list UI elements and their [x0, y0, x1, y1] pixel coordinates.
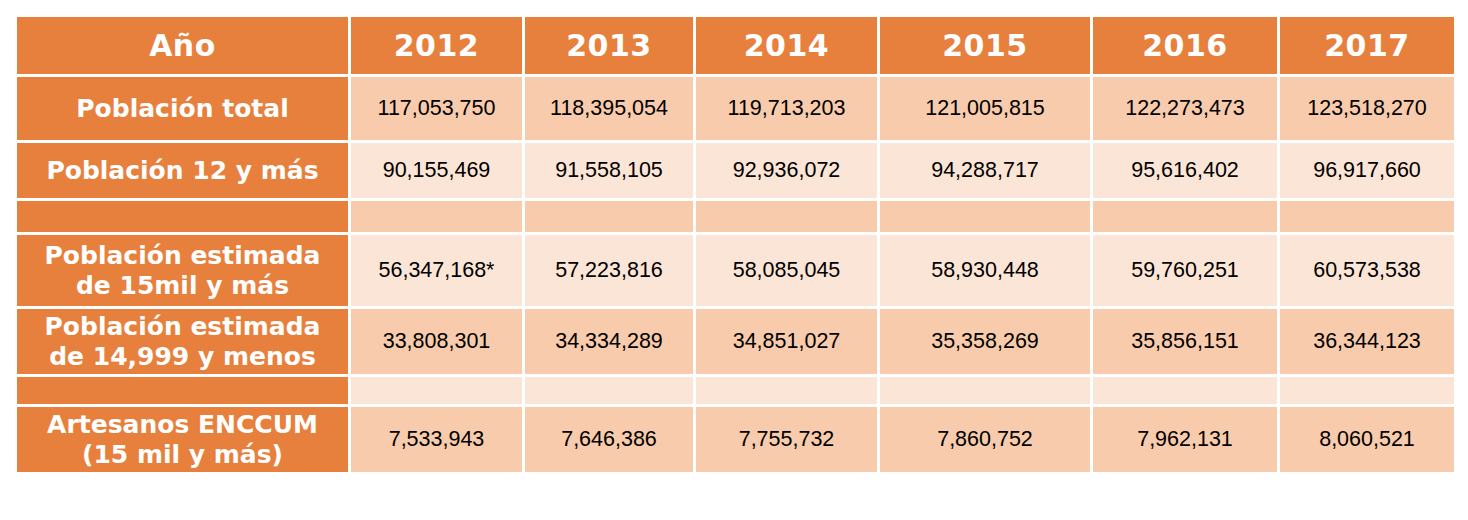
- cell-artesanos-2013: 7,646,386: [524, 406, 695, 474]
- cell-estimada-14999-2016: 35,856,151: [1092, 308, 1279, 376]
- cell-estimada-14999-2012: 33,808,301: [350, 308, 524, 376]
- spacer-cell: [350, 376, 524, 406]
- cell-estimada-15mil-2017: 60,573,538: [1279, 234, 1456, 308]
- cell-poblacion-12-2013: 91,558,105: [524, 142, 695, 200]
- column-header-2017: 2017: [1279, 16, 1456, 76]
- column-header-2015: 2015: [879, 16, 1092, 76]
- cell-artesanos-2015: 7,860,752: [879, 406, 1092, 474]
- row-label-estimada-14999: Población estimada de 14,999 y menos: [16, 308, 350, 376]
- table-row-artesanos-enccum: Artesanos ENCCUM (15 mil y más) 7,533,94…: [16, 406, 1456, 474]
- table-row-estimada-15mil-y-mas: Población estimada de 15mil y más 56,347…: [16, 234, 1456, 308]
- row-label-estimada-15mil: Población estimada de 15mil y más: [16, 234, 350, 308]
- row-label-poblacion-12-y-mas: Población 12 y más: [16, 142, 350, 200]
- spacer-label-cell: [16, 200, 350, 234]
- cell-artesanos-2017: 8,060,521: [1279, 406, 1456, 474]
- cell-poblacion-total-2014: 119,713,203: [695, 76, 879, 142]
- table-row-estimada-14999-y-menos: Población estimada de 14,999 y menos 33,…: [16, 308, 1456, 376]
- cell-artesanos-2014: 7,755,732: [695, 406, 879, 474]
- spacer-cell: [524, 200, 695, 234]
- spacer-cell: [879, 376, 1092, 406]
- cell-poblacion-total-2012: 117,053,750: [350, 76, 524, 142]
- column-header-2014: 2014: [695, 16, 879, 76]
- spacer-row-2: [16, 376, 1456, 406]
- cell-poblacion-total-2015: 121,005,815: [879, 76, 1092, 142]
- header-row: Año 2012 2013 2014 2015 2016 2017: [16, 16, 1456, 76]
- slide-canvas: Año 2012 2013 2014 2015 2016 2017 Poblac…: [0, 0, 1468, 520]
- cell-poblacion-12-2017: 96,917,660: [1279, 142, 1456, 200]
- column-header-ano: Año: [16, 16, 350, 76]
- row-label-artesanos-enccum: Artesanos ENCCUM (15 mil y más): [16, 406, 350, 474]
- spacer-cell: [350, 200, 524, 234]
- cell-estimada-15mil-2012: 56,347,168*: [350, 234, 524, 308]
- cell-estimada-15mil-2015: 58,930,448: [879, 234, 1092, 308]
- spacer-cell: [695, 200, 879, 234]
- cell-poblacion-12-2014: 92,936,072: [695, 142, 879, 200]
- population-table: Año 2012 2013 2014 2015 2016 2017 Poblac…: [14, 14, 1457, 475]
- cell-poblacion-12-2012: 90,155,469: [350, 142, 524, 200]
- table-row-poblacion-total: Población total 117,053,750 118,395,054 …: [16, 76, 1456, 142]
- column-header-2016: 2016: [1092, 16, 1279, 76]
- spacer-cell: [1092, 200, 1279, 234]
- spacer-row-1: [16, 200, 1456, 234]
- column-header-2012: 2012: [350, 16, 524, 76]
- cell-estimada-14999-2013: 34,334,289: [524, 308, 695, 376]
- cell-poblacion-12-2015: 94,288,717: [879, 142, 1092, 200]
- spacer-cell: [695, 376, 879, 406]
- spacer-cell: [1279, 200, 1456, 234]
- cell-poblacion-total-2013: 118,395,054: [524, 76, 695, 142]
- cell-artesanos-2016: 7,962,131: [1092, 406, 1279, 474]
- cell-estimada-15mil-2014: 58,085,045: [695, 234, 879, 308]
- cell-artesanos-2012: 7,533,943: [350, 406, 524, 474]
- column-header-2013: 2013: [524, 16, 695, 76]
- spacer-label-cell: [16, 376, 350, 406]
- cell-estimada-15mil-2016: 59,760,251: [1092, 234, 1279, 308]
- cell-estimada-14999-2017: 36,344,123: [1279, 308, 1456, 376]
- row-label-poblacion-total: Población total: [16, 76, 350, 142]
- spacer-cell: [524, 376, 695, 406]
- cell-estimada-15mil-2013: 57,223,816: [524, 234, 695, 308]
- spacer-cell: [879, 200, 1092, 234]
- cell-poblacion-total-2016: 122,273,473: [1092, 76, 1279, 142]
- cell-poblacion-total-2017: 123,518,270: [1279, 76, 1456, 142]
- cell-estimada-14999-2014: 34,851,027: [695, 308, 879, 376]
- spacer-cell: [1092, 376, 1279, 406]
- cell-estimada-14999-2015: 35,358,269: [879, 308, 1092, 376]
- spacer-cell: [1279, 376, 1456, 406]
- cell-poblacion-12-2016: 95,616,402: [1092, 142, 1279, 200]
- table-row-poblacion-12-y-mas: Población 12 y más 90,155,469 91,558,105…: [16, 142, 1456, 200]
